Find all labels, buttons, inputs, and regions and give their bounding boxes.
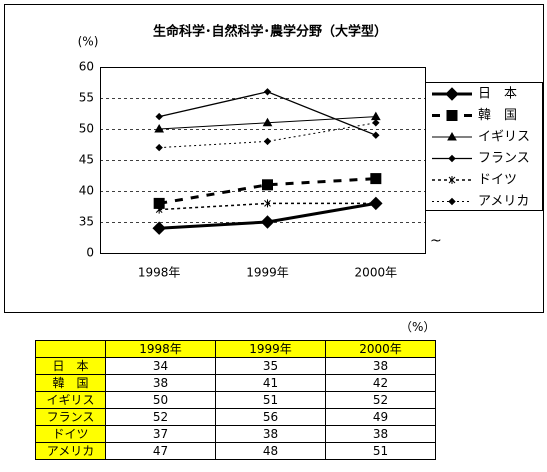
- table-cell: 50: [105, 391, 216, 409]
- table-row: ドイツ 37 38 38: [35, 425, 436, 443]
- table-cell: 38: [325, 357, 436, 375]
- table-cell: 1999年: [215, 340, 326, 358]
- table-unit: （%）: [400, 320, 436, 334]
- legend-marker: [447, 131, 457, 141]
- marker: [372, 199, 380, 208]
- y-tick-label: 0: [86, 246, 94, 260]
- table-row: 1998年 1999年 2000年: [35, 340, 436, 358]
- marker: [264, 199, 271, 208]
- marker: [154, 123, 165, 133]
- y-tick-label: 45: [79, 153, 94, 167]
- table-cell: 37: [105, 425, 216, 443]
- table-row: イギリス 50 51 52: [35, 391, 436, 409]
- table-row: 日 本 34 35 38: [35, 357, 436, 375]
- chart-title: 生命科学･自然科学･農学分野（大学型）: [153, 24, 387, 40]
- table-cell: 35: [215, 357, 326, 375]
- table-cell: 52: [105, 408, 216, 426]
- y-tick-label: 60: [79, 60, 94, 74]
- axis-break: ~: [430, 233, 442, 249]
- marker: [155, 112, 163, 121]
- table-cell: 34: [105, 357, 216, 375]
- table-cell: 48: [215, 442, 326, 460]
- y-tick-label: 40: [79, 184, 94, 198]
- x-tick-label: 2000年: [355, 266, 398, 280]
- table-cell: 47: [105, 442, 216, 460]
- marker: [262, 179, 273, 191]
- legend-label: イギリス: [478, 130, 530, 145]
- legend-label: ドイツ: [478, 173, 517, 188]
- table-cell: 41: [215, 374, 326, 392]
- x-tick-label: 1999年: [246, 266, 289, 280]
- legend-label: 日 本: [478, 87, 517, 102]
- table-row: アメリカ 47 48 51: [35, 442, 436, 460]
- marker: [263, 88, 272, 96]
- marker: [370, 173, 382, 185]
- table-cell: フランス: [35, 408, 106, 426]
- chart: 生命科学･自然科学･農学分野（大学型） (%) ~ 0 35 40 45 50 55 60 1…: [4, 4, 544, 313]
- legend-marker: [448, 176, 456, 184]
- marker: [262, 117, 273, 127]
- legend-marker: [448, 154, 456, 163]
- table-cell: 51: [215, 391, 326, 409]
- table-row: フランス 52 56 49: [35, 408, 436, 426]
- marker: [372, 119, 380, 127]
- table-cell: 52: [325, 391, 436, 409]
- table-cell: 韓 国: [35, 374, 106, 392]
- table-cell: イギリス: [35, 391, 106, 409]
- marker: [260, 215, 275, 229]
- table-cell: 38: [105, 374, 216, 392]
- table-cell: [35, 340, 106, 358]
- series-line: [158, 177, 376, 205]
- table-cell: 1998年: [105, 340, 216, 358]
- legend-label: 韓 国: [478, 108, 517, 123]
- table-row: 韓 国 38 41 42: [35, 374, 436, 392]
- table-cell: アメリカ: [35, 442, 106, 460]
- table-cell: 51: [325, 442, 436, 460]
- y-tick-label: 50: [79, 122, 94, 136]
- legend-frame: [425, 82, 543, 211]
- table-cell: 38: [325, 425, 436, 443]
- table-cell: 38: [215, 425, 326, 443]
- table-cell: 2000年: [325, 340, 436, 358]
- data-table: 1998年 1999年 2000年日 本 34 35 38 韓 国 38 41 42 イギリス 50 5…: [35, 340, 436, 460]
- legend-label: フランス: [478, 151, 530, 166]
- legend-label: アメリカ: [478, 194, 529, 209]
- x-tick-label: 1998年: [138, 266, 181, 280]
- marker: [152, 221, 166, 235]
- y-tick-label: 35: [79, 215, 94, 229]
- table-cell: ドイツ: [35, 425, 106, 443]
- marker: [263, 137, 272, 146]
- y-tick-label: 55: [79, 91, 94, 105]
- table-cell: 日 本: [35, 357, 106, 375]
- marker: [155, 205, 163, 214]
- table-cell: 56: [215, 408, 326, 426]
- marker: [155, 143, 163, 152]
- y-unit: (%): [78, 35, 99, 49]
- legend-marker: [448, 197, 456, 206]
- series-line: [159, 122, 376, 149]
- marker: [372, 131, 380, 139]
- table-cell: 42: [325, 374, 436, 392]
- legend-marker: [445, 87, 459, 101]
- legend-marker: [446, 110, 458, 121]
- table-cell: 49: [325, 408, 436, 426]
